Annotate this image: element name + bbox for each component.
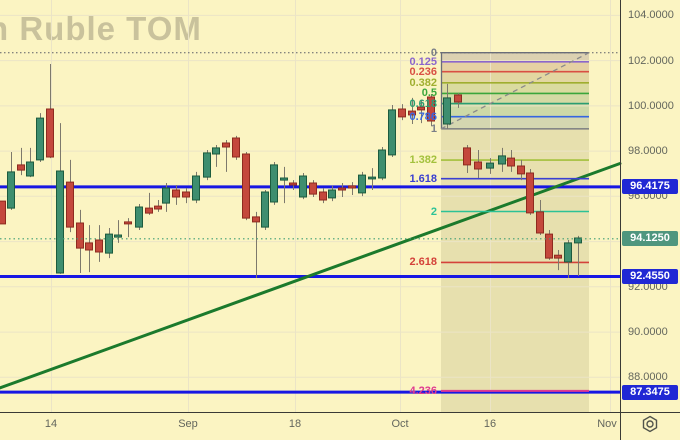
symbol-watermark: n Ruble TOM xyxy=(0,10,202,47)
price-scale-settings-icon[interactable] xyxy=(641,415,659,433)
